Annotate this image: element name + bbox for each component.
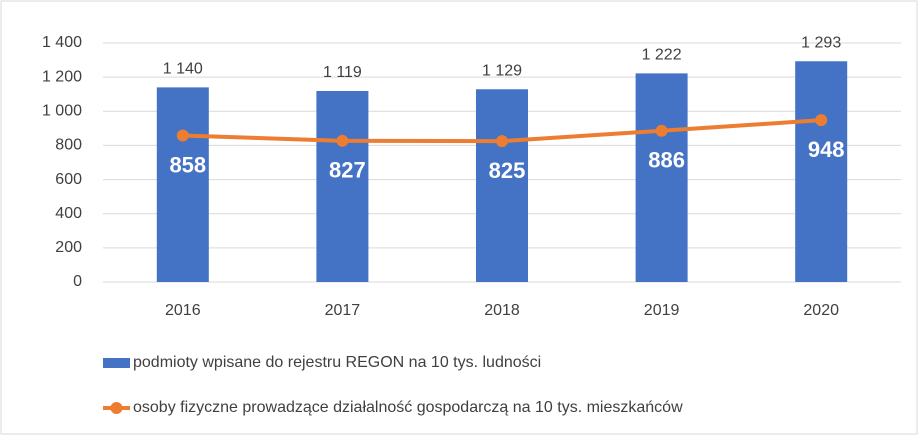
x-tick-label: 2020 xyxy=(803,302,839,319)
line-value-label: 827 xyxy=(329,158,366,183)
bar xyxy=(156,87,209,282)
bar xyxy=(635,73,688,282)
bar-value-label: 1 119 xyxy=(323,64,362,81)
y-tick-label: 600 xyxy=(55,171,82,188)
line-value-label: 825 xyxy=(489,158,526,183)
x-tick-label: 2019 xyxy=(644,302,680,319)
line-value-label: 886 xyxy=(648,148,685,173)
bar-value-label: 1 129 xyxy=(482,62,522,79)
y-tick-label: 400 xyxy=(55,205,82,222)
legend-swatch xyxy=(103,358,130,368)
line-value-label: 948 xyxy=(808,137,845,162)
line-point xyxy=(336,134,349,147)
x-tick-label: 2016 xyxy=(165,302,201,319)
y-tick-label: 0 xyxy=(73,273,82,290)
line-point xyxy=(176,129,189,142)
line-point xyxy=(815,114,828,127)
bar xyxy=(316,90,369,283)
x-tick-label: 2017 xyxy=(325,302,361,319)
legend-label: osoby fizyczne prowadzące działalność go… xyxy=(133,399,683,416)
y-tick-label: 800 xyxy=(55,137,82,154)
line-point xyxy=(496,135,508,148)
bar-value-label: 1 293 xyxy=(801,34,841,51)
y-tick-label: 1 200 xyxy=(42,68,82,85)
x-tick-label: 2018 xyxy=(484,302,520,319)
line-value-label: 858 xyxy=(169,152,206,177)
line-point xyxy=(655,124,668,137)
bar-value-label: 1 140 xyxy=(163,61,203,78)
y-tick-label: 1 000 xyxy=(42,103,82,120)
bar xyxy=(795,61,848,282)
legend-label: podmioty wpisane do rejestru REGON na 10… xyxy=(133,354,541,371)
y-tick-label: 1 400 xyxy=(42,34,82,51)
legend-swatch-marker xyxy=(110,402,123,414)
bar-value-label: 1 222 xyxy=(642,47,682,64)
bar xyxy=(476,89,528,282)
y-tick-label: 200 xyxy=(55,239,82,256)
